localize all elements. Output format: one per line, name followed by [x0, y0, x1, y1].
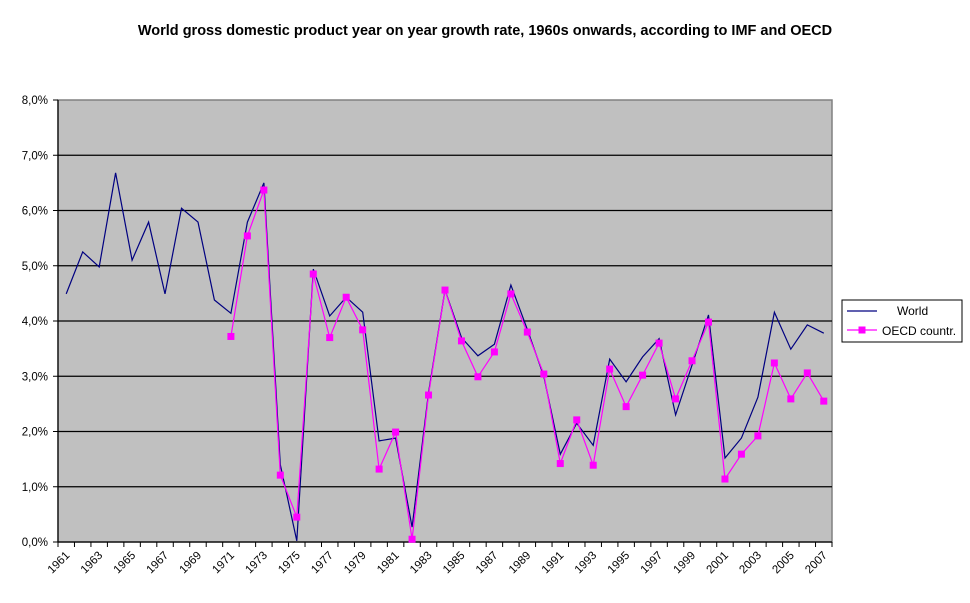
y-tick-label: 4,0% — [22, 316, 48, 328]
data-point — [639, 371, 647, 379]
data-point — [309, 270, 317, 278]
data-point — [754, 432, 762, 440]
data-point — [342, 293, 350, 301]
x-tick-label: 1971 — [210, 550, 237, 577]
x-tick-label: 2001 — [704, 550, 731, 577]
y-tick-label: 7,0% — [22, 150, 48, 162]
y-tick-label: 3,0% — [22, 371, 48, 383]
data-point — [573, 416, 581, 424]
gridlines — [58, 154, 832, 488]
data-point — [606, 365, 614, 373]
data-point — [359, 326, 367, 334]
x-tick-label: 2007 — [803, 550, 830, 577]
x-tick-label: 1977 — [309, 550, 336, 577]
x-tick-label: 1989 — [507, 550, 534, 577]
data-point — [803, 369, 811, 377]
x-tick-label: 1975 — [276, 550, 303, 577]
legend-label-world: World — [897, 304, 928, 318]
x-tick-label: 1961 — [46, 550, 73, 577]
x-tick-label: 1985 — [441, 550, 468, 577]
x-tick-label: 1993 — [573, 550, 600, 577]
x-tick-label: 1999 — [672, 550, 699, 577]
data-point — [276, 471, 284, 479]
data-point — [457, 337, 465, 345]
legend-marker-oecd — [858, 326, 866, 334]
data-point — [655, 339, 663, 347]
data-point — [490, 348, 498, 356]
x-tick-label: 1973 — [243, 550, 270, 577]
data-point — [227, 332, 235, 340]
x-axis: 1961 1963 1965 1967 1969 1971 1973 1975 1977 1979… — [46, 541, 833, 577]
x-tick-label: 2003 — [737, 550, 764, 577]
data-point — [392, 428, 400, 436]
legend-box — [841, 299, 963, 343]
y-tick-label: 0,0% — [22, 537, 48, 549]
legend-label-oecd: OECD countr. — [882, 324, 956, 338]
data-point — [589, 461, 597, 469]
data-point — [737, 450, 745, 458]
y-tick-label: 8,0% — [22, 95, 48, 107]
x-tick-label: 1991 — [540, 550, 567, 577]
data-point — [704, 318, 712, 326]
data-point — [425, 391, 433, 399]
chart-title: World gross domestic product year on yea… — [137, 23, 833, 39]
data-point — [556, 460, 564, 468]
x-tick-label: 1969 — [178, 550, 205, 577]
data-point — [622, 403, 630, 411]
data-point — [820, 397, 828, 405]
data-point — [474, 373, 482, 381]
x-tick-label: 1965 — [112, 550, 139, 577]
x-tick-label: 2005 — [770, 550, 797, 577]
x-tick-label: 1963 — [79, 550, 106, 577]
data-point — [507, 290, 515, 298]
x-tick-label: 1983 — [408, 550, 435, 577]
data-point — [672, 395, 680, 403]
x-tick-label: 1981 — [375, 550, 402, 577]
data-point — [770, 359, 778, 367]
y-tick-label: 1,0% — [22, 482, 48, 494]
x-tick-label: 1987 — [474, 550, 501, 577]
data-point — [260, 186, 268, 194]
x-tick-label: 1995 — [606, 550, 633, 577]
y-tick-label: 6,0% — [22, 206, 48, 218]
data-point — [408, 535, 416, 543]
x-tick-label: 1967 — [145, 550, 172, 577]
data-point — [293, 513, 301, 521]
x-tick-label: 1979 — [342, 550, 369, 577]
y-tick-label: 2,0% — [22, 427, 48, 439]
data-point — [721, 475, 729, 483]
y-axis: 0,0% 1,0% 2,0% 3,0% 4,0% 5,0% 6,0% 7,0% 8,0% — [22, 95, 59, 549]
series-oecd — [227, 186, 828, 543]
data-point — [326, 334, 334, 342]
series-layer — [65, 172, 828, 543]
data-point — [375, 465, 383, 473]
data-point — [243, 232, 251, 240]
data-point — [540, 370, 548, 378]
data-point — [688, 357, 696, 365]
x-tick-label: 1997 — [639, 550, 666, 577]
data-point — [787, 395, 795, 403]
legend: World OECD countr. — [841, 299, 963, 343]
data-point — [441, 286, 449, 294]
data-point — [523, 328, 531, 336]
y-tick-label: 5,0% — [22, 261, 48, 273]
